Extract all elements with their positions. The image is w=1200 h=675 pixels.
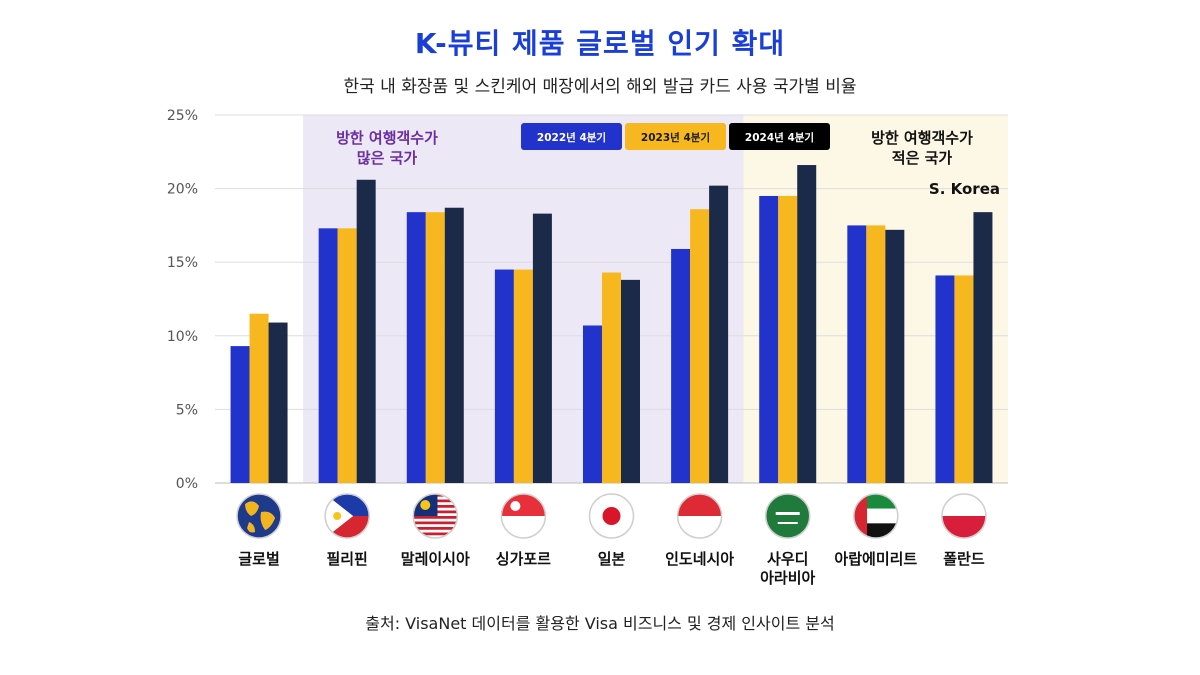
white-half — [501, 516, 546, 538]
red-half — [677, 494, 722, 516]
bar-2023-5 — [690, 209, 710, 483]
malaysia-flag-icon-fill — [413, 494, 458, 536]
bar-2024-3 — [532, 213, 552, 483]
bar-2023-7 — [866, 225, 886, 483]
stripe — [413, 527, 458, 530]
red-sun — [602, 507, 621, 525]
stripe — [413, 516, 458, 519]
legend-label-2023: 2023년 4분기 — [641, 131, 710, 144]
japan-flag-icon-rim — [588, 493, 635, 539]
red-half — [941, 516, 986, 538]
singapore-flag-icon-rim — [500, 493, 547, 539]
bar-2023-1 — [337, 228, 357, 483]
bar-2024-6 — [797, 165, 817, 483]
bar-2023-0 — [249, 313, 269, 483]
japan-flag-icon — [588, 493, 635, 539]
white-half — [677, 516, 722, 538]
category-label: 싱가포르 — [496, 550, 551, 568]
poland-flag-icon-rim — [941, 493, 987, 539]
white-half — [941, 494, 986, 516]
poland-flag-icon — [941, 493, 987, 539]
region-few-label: 방한 여행객수가 적은 국가 — [871, 129, 973, 167]
source-note: 출처: VisaNet 데이터를 활용한 Visa 비즈니스 및 경제 인사이트… — [365, 614, 835, 633]
red-half — [501, 494, 546, 516]
bar-2023-2 — [425, 212, 445, 484]
green-field — [765, 494, 810, 538]
legend-swatch-2024 — [729, 123, 830, 150]
y-tick-label: 25% — [167, 108, 198, 124]
sword — [777, 522, 798, 524]
bar-2024-2 — [444, 207, 464, 483]
bar-2023-8 — [954, 275, 974, 483]
bar-2024-5 — [709, 185, 729, 483]
chart-subtitle: 한국 내 화장품 및 스킨케어 매장에서의 해외 발급 카드 사용 국가별 비율 — [343, 77, 857, 97]
bar-2022-5 — [671, 248, 691, 483]
chart-title: K-뷰티 제품 글로벌 인기 확대 — [414, 27, 786, 60]
continents — [245, 501, 276, 533]
bar-2022-6 — [759, 195, 779, 483]
indonesia-flag-icon-rim — [676, 493, 723, 539]
crescent — [510, 501, 521, 511]
stripe — [413, 521, 458, 525]
y-tick-label: 20% — [167, 182, 198, 198]
singapore-flag-icon-fill — [501, 494, 546, 538]
category-label: 일본 — [598, 550, 626, 568]
sun — [333, 512, 342, 520]
category-label: 글로벌 — [238, 550, 279, 568]
malaysia-flag-icon — [412, 493, 459, 539]
bar-2022-4 — [583, 325, 602, 483]
uae-flag-icon-rim — [853, 493, 899, 539]
bar-2023-3 — [513, 269, 533, 483]
y-tick-label: 15% — [167, 255, 198, 271]
korea-marker-label: S. Korea — [929, 180, 1000, 198]
bar-2023-6 — [778, 195, 798, 483]
globe-icon-rim — [236, 493, 282, 539]
y-tick-label: 10% — [167, 329, 198, 345]
bar-2024-0 — [268, 322, 288, 483]
category-label: 아랍에미리트 — [834, 550, 917, 568]
indonesia-flag-icon — [676, 493, 723, 539]
bar-2022-8 — [935, 275, 955, 483]
poland-flag-icon-fill — [941, 494, 986, 538]
category-label: 폴란드 — [943, 550, 985, 568]
philippines-flag-icon — [324, 493, 370, 539]
legend-label-2024: 2024년 4분기 — [745, 131, 814, 144]
category-label: 말레이시아 — [401, 550, 470, 568]
legend-swatch-2023 — [625, 123, 726, 150]
y-tick-label: 5% — [176, 402, 198, 418]
singapore-flag-icon — [500, 493, 547, 539]
bar-2023-4 — [602, 272, 621, 483]
bar-2022-2 — [406, 212, 426, 484]
crescent — [420, 500, 431, 510]
globe-icon-fill — [237, 494, 282, 538]
saudi-arabia-flag-icon — [764, 493, 811, 539]
globe-icon — [236, 493, 282, 539]
bar-2024-4 — [621, 279, 640, 483]
bar-2022-0 — [230, 346, 250, 483]
bar-2024-8 — [973, 212, 993, 484]
bar-2024-7 — [885, 229, 905, 483]
region-many-label: 방한 여행객수가 많은 국가 — [336, 129, 438, 167]
legend-swatch-2022 — [521, 123, 622, 150]
category-label: 사우디 아라비아 — [760, 550, 815, 587]
bar-2022-1 — [318, 228, 338, 483]
uae-flag-icon — [853, 493, 899, 539]
bar-2022-7 — [847, 225, 867, 483]
category-label: 필리핀 — [326, 550, 367, 568]
indonesia-flag-icon-fill — [677, 494, 722, 538]
category-label: 인도네시아 — [665, 550, 734, 568]
legend-label-2022: 2022년 4분기 — [537, 131, 606, 144]
saudi-arabia-flag-icon-rim — [764, 493, 811, 539]
malaysia-flag-icon-rim — [412, 493, 459, 539]
saudi-arabia-flag-icon-fill — [765, 494, 810, 538]
script — [775, 512, 800, 515]
philippines-flag-icon-fill — [325, 494, 370, 538]
japan-flag-icon-fill — [589, 494, 634, 538]
y-tick-label: 0% — [176, 476, 198, 492]
stripe — [413, 532, 458, 536]
bar-2024-1 — [356, 179, 376, 483]
philippines-flag-icon-rim — [324, 493, 370, 539]
bar-2022-3 — [494, 269, 514, 483]
